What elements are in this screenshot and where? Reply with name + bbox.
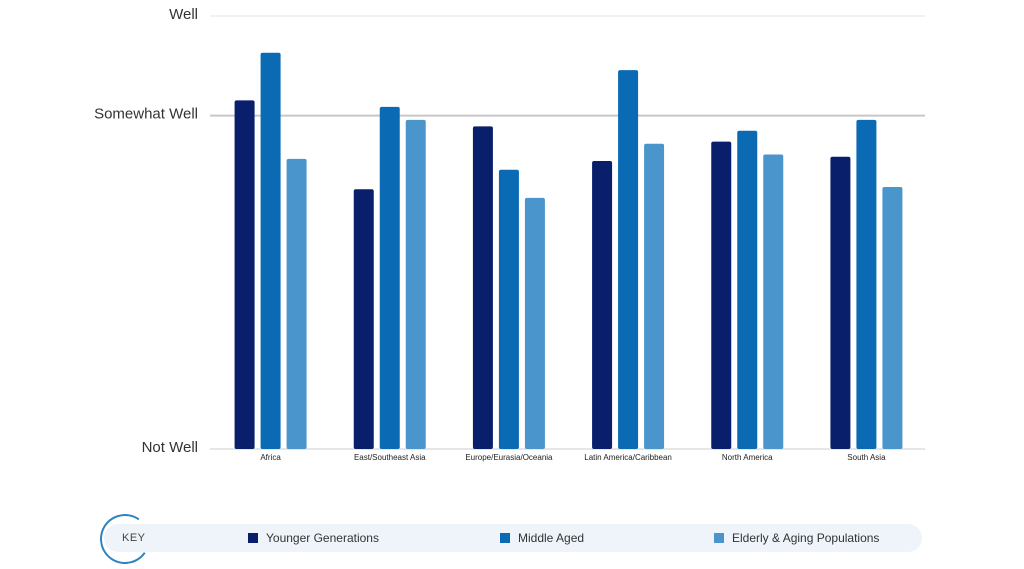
x-tick-label-3: Latin America/Caribbean [584,453,672,462]
bar-2-0 [472,126,493,449]
bar-0-1 [260,52,281,450]
x-tick-label-5: South Asia [847,453,886,462]
bar-4-2 [763,154,784,449]
bar-3-2 [644,143,665,450]
legend-label-younger: Younger Generations [266,531,379,545]
legend-item-younger: Younger Generations [248,531,379,545]
legend-item-elderly: Elderly & Aging Populations [714,531,879,545]
bar-1-1 [379,106,400,450]
bar-3-0 [592,161,613,449]
legend-swatch-middle-aged [500,533,510,543]
legend-item-middle-aged: Middle Aged [500,531,584,545]
bar-1-0 [353,189,374,449]
x-tick-label-0: Africa [260,453,281,462]
bar-2-2 [524,197,545,449]
x-tick-label-4: North America [722,453,773,462]
legend-label-elderly: Elderly & Aging Populations [732,531,880,545]
bar-5-2 [882,187,903,449]
bar-3-1 [618,70,639,449]
bar-4-0 [711,141,732,449]
legend-swatch-elderly [714,533,724,543]
bar-1-2 [405,119,426,450]
bar-chart: Not Well Somewhat Well Well Africa East/Sout… [94,6,925,462]
bar-5-0 [830,156,851,449]
bar-4-1 [737,130,758,449]
x-tick-label-1: East/Southeast Asia [354,453,426,462]
legend-key-title: KEY [122,532,146,544]
bar-0-0 [234,100,255,449]
bar-2-1 [498,169,519,449]
y-tick-label-1: Somewhat Well [94,106,198,123]
legend: KEY Younger Generations Middle Aged Elde… [96,510,924,568]
y-tick-label-0: Not Well [142,439,198,456]
legend-swatch-younger [248,533,258,543]
bar-0-2 [286,158,307,449]
x-tick-label-2: Europe/Eurasia/Oceania [465,453,553,462]
bar-5-1 [856,119,877,450]
legend-label-middle-aged: Middle Aged [518,531,585,545]
y-tick-label-2: Well [169,6,198,23]
legend-background [104,524,922,552]
